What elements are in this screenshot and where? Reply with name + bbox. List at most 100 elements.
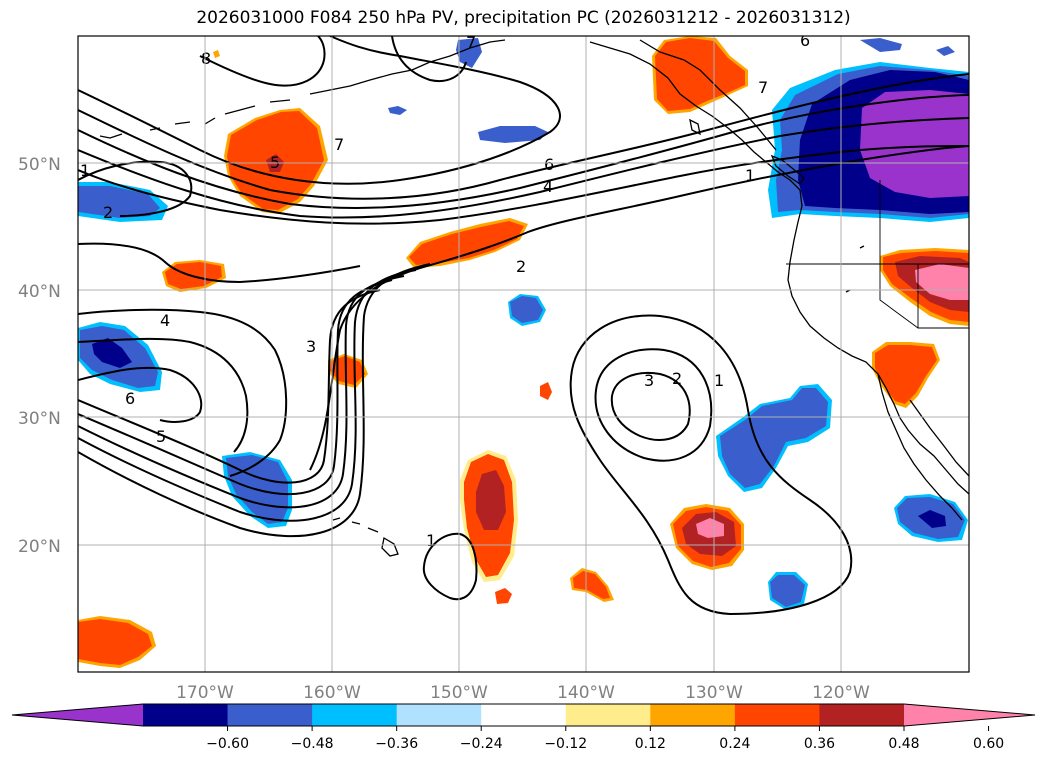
pv-contour — [199, 36, 326, 87]
colorbar-segment — [734, 704, 820, 726]
contour-labels: 8 7 6 5 4 2 1 7 6 7 1 2 4 3 6 5 3 2 1 1 — [80, 31, 810, 550]
coastline-gulf-california — [909, 399, 969, 477]
precip-positive-patch — [476, 470, 506, 530]
precip-positive-patch — [495, 588, 512, 604]
precip-negative-west-coast-core — [860, 90, 969, 198]
pv-contour — [78, 275, 405, 509]
pv-contour — [78, 308, 288, 477]
precip-positive-patch — [573, 571, 610, 599]
lat-label: 50°N — [18, 155, 61, 175]
pv-contour — [78, 160, 193, 217]
coastline-baja — [877, 373, 963, 521]
pv-contour — [610, 372, 691, 441]
contour-label: 6 — [800, 31, 810, 50]
graticule — [78, 36, 969, 672]
colorbar-tick-label: 0.36 — [804, 736, 835, 752]
colorbar-segment — [143, 704, 229, 726]
colorbar-segment — [481, 704, 567, 726]
contour-label: 6 — [544, 155, 554, 174]
precip-negative-patch — [78, 186, 160, 218]
precip-positive-patch — [330, 356, 365, 385]
contour-label: 7 — [466, 33, 476, 52]
contour-label: 3 — [306, 337, 316, 356]
precip-negative-patch — [478, 126, 548, 143]
colorbar-tick-label: −0.36 — [375, 736, 418, 752]
colorbar-outline — [11, 703, 1036, 727]
contour-label: 4 — [160, 311, 170, 330]
contour-label: 6 — [125, 389, 135, 408]
lon-label: 150°W — [430, 683, 488, 703]
lon-label: 130°W — [685, 683, 743, 703]
coastline-aleutians — [99, 39, 506, 139]
map-border — [77, 35, 970, 673]
colorbar-segment — [565, 704, 651, 726]
colorbar-tick-label: 0.24 — [719, 736, 750, 752]
colorbar-segment — [227, 704, 313, 726]
lat-label: 30°N — [18, 409, 61, 429]
pv-contour — [78, 289, 381, 484]
lon-label: 120°W — [812, 683, 870, 703]
colorbar-extend-max — [904, 704, 1035, 726]
colorbar-tick-label: 0.48 — [888, 736, 919, 752]
precip-positive-patch — [696, 518, 724, 538]
precip-negative-patch — [860, 38, 902, 52]
lon-label: 140°W — [557, 683, 615, 703]
pv-contour — [594, 348, 713, 462]
contour-label: 2 — [672, 369, 682, 388]
coastline-us-west — [787, 189, 969, 495]
precip-negative-patch — [720, 388, 828, 488]
precip-positive-patch — [540, 382, 552, 400]
latitude-labels: 50°N 40°N 30°N 20°N — [18, 155, 61, 557]
precip-negative-patch — [456, 38, 482, 68]
coastline-vancouver-island — [770, 154, 805, 185]
colorbar-segment — [819, 704, 905, 726]
contour-label: 7 — [758, 78, 768, 97]
pv-contour — [78, 117, 969, 219]
contour-label: 8 — [201, 49, 211, 68]
coastline-hawaii — [332, 517, 399, 557]
colorbar-tick-label: −0.60 — [206, 736, 249, 752]
pv-contours — [78, 36, 969, 616]
colorbar-tick-label: −0.48 — [291, 736, 334, 752]
precip-negative-patch — [918, 510, 946, 528]
colorbar-segment — [312, 704, 398, 726]
lat-label: 40°N — [18, 282, 61, 302]
colorbar-extend-min — [12, 704, 143, 726]
coastline-se-alaska — [589, 41, 801, 191]
precip-positive-patch — [213, 50, 220, 58]
pv-contour — [422, 532, 478, 601]
lon-label: 170°W — [176, 683, 234, 703]
contour-label: 7 — [334, 135, 344, 154]
pv-contour — [78, 73, 969, 200]
coastline-se-alaska — [639, 39, 777, 151]
contour-label: 1 — [426, 531, 436, 550]
contour-label: 1 — [714, 371, 724, 390]
precip-positive-patch — [409, 221, 524, 265]
pv-contour — [569, 314, 853, 616]
pv-contour — [78, 36, 561, 185]
colorbar-tick-label: 0.12 — [635, 736, 666, 752]
precip-positive-patch — [915, 264, 969, 300]
map-title: 2026031000 F084 250 hPa PV, precipitatio… — [196, 8, 851, 28]
pv-contour — [309, 145, 969, 471]
precip-negative-patch — [92, 338, 132, 368]
contour-label: 4 — [543, 177, 553, 196]
pv-contour — [78, 94, 969, 209]
lat-label: 20°N — [18, 537, 61, 557]
pv-contour — [78, 263, 431, 538]
colorbar: −0.60 −0.48 −0.36 −0.24 −0.12 0.12 0.24 0.36 0.4… — [11, 703, 1036, 752]
longitude-labels: 170°W 160°W 150°W 140°W 130°W 120°W — [176, 683, 870, 703]
colorbar-tick-label: −0.12 — [544, 736, 587, 752]
colorbar-tick-label: 0.60 — [973, 736, 1004, 752]
contour-label: 1 — [80, 161, 90, 180]
precip-negative-patch — [388, 106, 407, 115]
pv-contour — [78, 269, 417, 522]
contour-label: 2 — [516, 257, 526, 276]
precip-positive-patch — [78, 619, 152, 665]
colorbar-tick-label: −0.24 — [460, 736, 503, 752]
precip-negative-patch — [510, 296, 543, 323]
pv-contour — [78, 366, 203, 423]
contour-label: 3 — [644, 371, 654, 390]
colorbar-segment — [650, 704, 736, 726]
border-lines — [786, 180, 969, 329]
